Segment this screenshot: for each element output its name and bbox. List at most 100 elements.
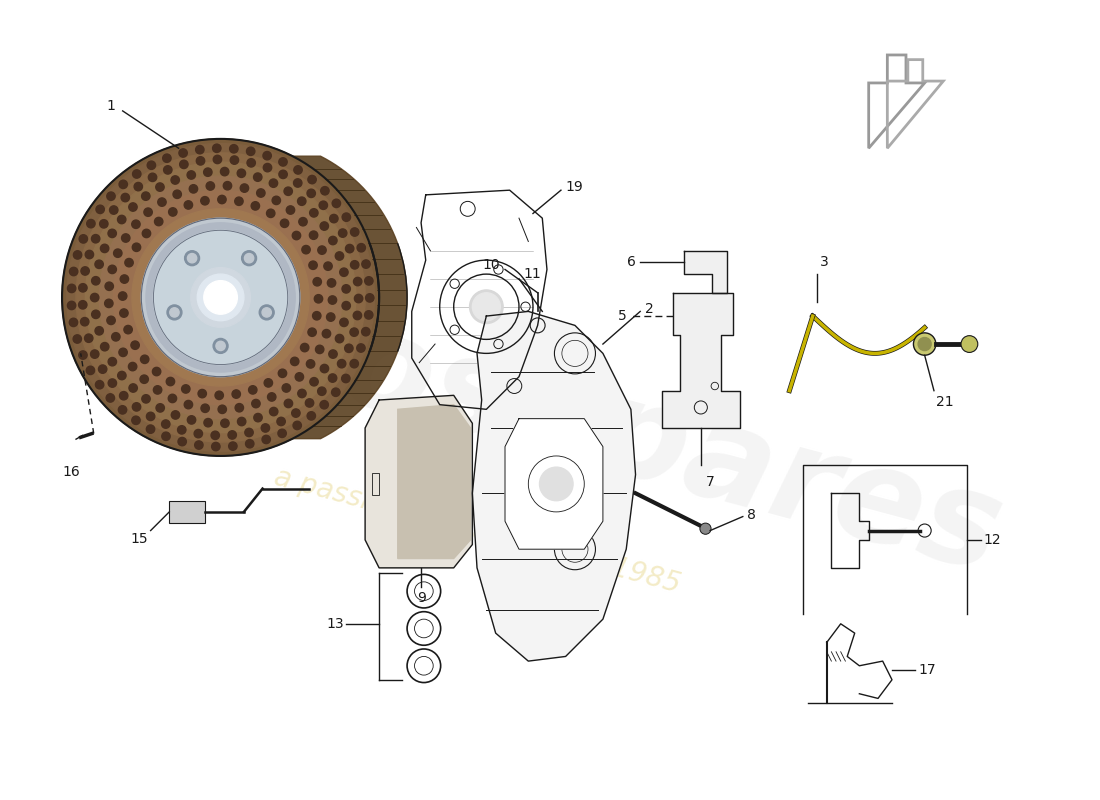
Text: 6: 6: [627, 255, 636, 269]
Circle shape: [246, 147, 255, 155]
Circle shape: [141, 218, 300, 377]
Text: eurosopares: eurosopares: [88, 238, 1015, 600]
Polygon shape: [684, 250, 727, 293]
Circle shape: [204, 281, 238, 314]
Circle shape: [81, 266, 89, 275]
Circle shape: [157, 234, 284, 361]
Circle shape: [151, 227, 290, 367]
Circle shape: [95, 260, 103, 269]
Circle shape: [332, 199, 341, 207]
Circle shape: [312, 311, 321, 320]
Circle shape: [240, 184, 249, 192]
Circle shape: [62, 139, 380, 456]
Circle shape: [245, 439, 254, 448]
Circle shape: [230, 145, 238, 153]
Circle shape: [213, 155, 221, 164]
Circle shape: [336, 334, 343, 342]
Circle shape: [153, 386, 162, 394]
Circle shape: [100, 244, 109, 253]
Circle shape: [356, 344, 365, 352]
Circle shape: [342, 285, 351, 293]
Circle shape: [244, 254, 254, 263]
Circle shape: [309, 261, 317, 270]
Circle shape: [118, 371, 127, 380]
Circle shape: [214, 391, 223, 399]
Circle shape: [310, 378, 318, 386]
Circle shape: [120, 391, 128, 400]
Circle shape: [234, 197, 243, 206]
Circle shape: [278, 429, 286, 438]
Circle shape: [350, 328, 359, 336]
Circle shape: [67, 143, 374, 451]
Circle shape: [294, 166, 302, 174]
Circle shape: [165, 242, 276, 354]
Circle shape: [307, 412, 316, 420]
Circle shape: [206, 182, 214, 190]
Circle shape: [195, 441, 204, 450]
Text: 16: 16: [63, 466, 80, 479]
Circle shape: [339, 229, 346, 238]
Circle shape: [238, 169, 245, 178]
Circle shape: [119, 348, 128, 357]
Circle shape: [342, 374, 350, 382]
Circle shape: [292, 409, 300, 418]
Circle shape: [320, 401, 329, 409]
Text: 5: 5: [617, 309, 626, 323]
Circle shape: [132, 402, 141, 411]
Circle shape: [164, 166, 172, 174]
Circle shape: [194, 430, 202, 438]
FancyBboxPatch shape: [169, 501, 205, 523]
Text: 1: 1: [107, 99, 116, 114]
Circle shape: [362, 260, 371, 268]
Circle shape: [74, 250, 81, 259]
Circle shape: [282, 384, 290, 392]
Circle shape: [107, 192, 116, 200]
Circle shape: [266, 209, 275, 218]
Circle shape: [284, 399, 293, 408]
Circle shape: [141, 355, 149, 363]
Circle shape: [353, 311, 362, 320]
Circle shape: [153, 367, 161, 376]
Circle shape: [100, 220, 108, 228]
Circle shape: [196, 146, 204, 154]
Circle shape: [365, 277, 373, 285]
Circle shape: [211, 442, 220, 450]
Circle shape: [184, 201, 192, 209]
Circle shape: [146, 223, 295, 372]
Circle shape: [166, 378, 175, 386]
Circle shape: [79, 234, 88, 243]
Circle shape: [330, 214, 338, 222]
Circle shape: [124, 326, 132, 334]
Circle shape: [119, 292, 126, 300]
Circle shape: [272, 196, 280, 205]
Circle shape: [108, 379, 117, 387]
Polygon shape: [293, 156, 407, 438]
Circle shape: [262, 308, 272, 317]
Circle shape: [298, 197, 306, 206]
Circle shape: [913, 333, 936, 355]
Circle shape: [322, 330, 331, 338]
Circle shape: [216, 342, 225, 350]
Circle shape: [307, 189, 316, 198]
Circle shape: [190, 267, 251, 327]
Circle shape: [85, 334, 92, 342]
Circle shape: [365, 294, 374, 302]
Circle shape: [73, 334, 81, 343]
Circle shape: [327, 313, 334, 322]
Circle shape: [146, 412, 155, 421]
Circle shape: [187, 170, 196, 179]
Circle shape: [111, 333, 120, 341]
Circle shape: [218, 405, 227, 414]
Circle shape: [252, 399, 260, 408]
Circle shape: [329, 236, 337, 245]
Circle shape: [144, 208, 152, 216]
Circle shape: [120, 275, 129, 283]
Circle shape: [142, 192, 150, 200]
Circle shape: [106, 394, 114, 402]
Circle shape: [69, 318, 78, 326]
Circle shape: [99, 365, 107, 374]
Circle shape: [187, 416, 196, 424]
Circle shape: [121, 194, 130, 202]
Circle shape: [132, 209, 309, 386]
Circle shape: [108, 358, 117, 366]
